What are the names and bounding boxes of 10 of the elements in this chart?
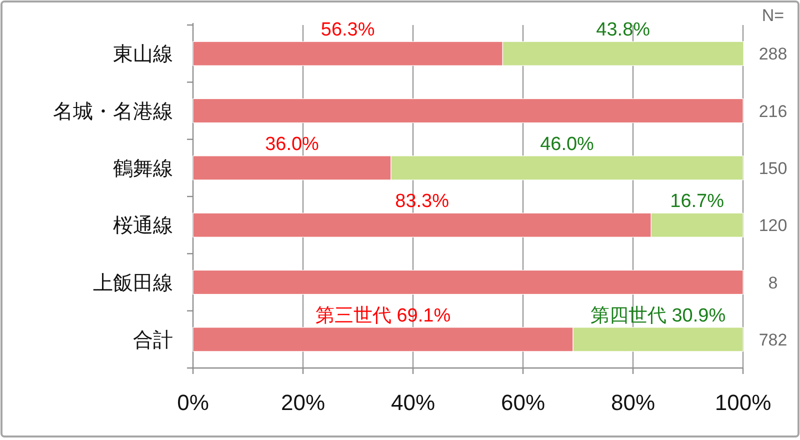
- annotation: N=: [762, 6, 784, 25]
- annotation: 46.0%: [540, 134, 594, 155]
- annotation: 216: [758, 102, 788, 121]
- annotation: 150: [758, 158, 788, 178]
- data-label: 69.1%: [396, 305, 451, 326]
- data-label: 30.9%: [672, 305, 726, 326]
- annotation: 120: [758, 216, 788, 236]
- annotation: 782: [758, 330, 788, 350]
- annotation: 288: [758, 44, 788, 64]
- annotation: 8: [768, 273, 778, 292]
